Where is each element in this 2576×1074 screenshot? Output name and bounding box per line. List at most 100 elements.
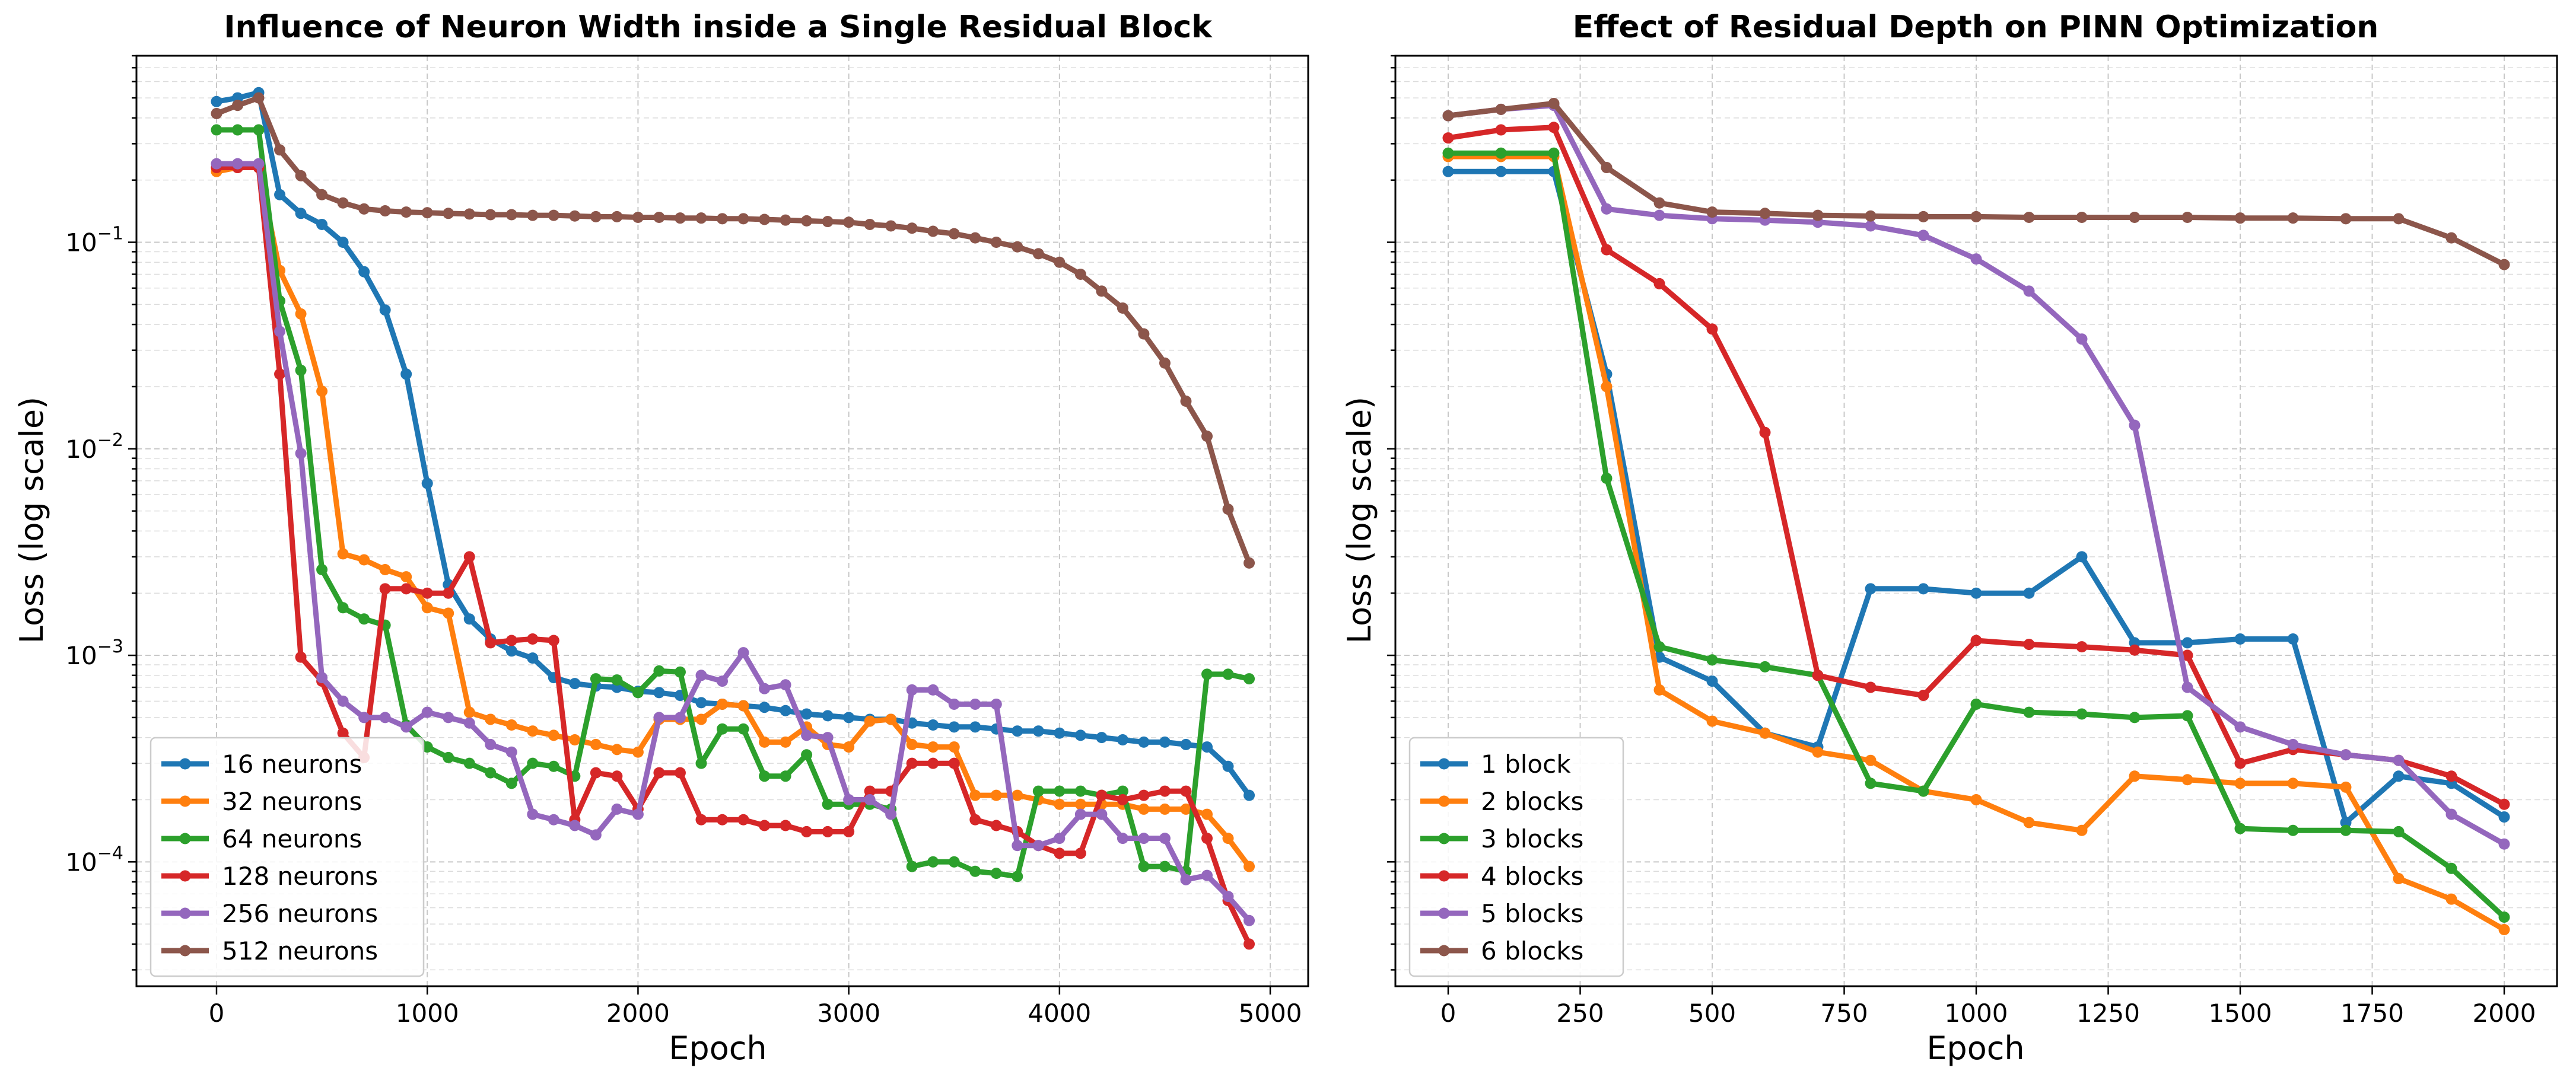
x-tick-label: 3000	[817, 999, 880, 1028]
data-point	[316, 385, 328, 397]
data-point	[1917, 211, 1929, 222]
data-point	[2393, 873, 2405, 885]
legend-swatch-marker	[179, 945, 191, 957]
data-point	[1653, 209, 1665, 221]
data-point	[2234, 757, 2246, 769]
data-point	[295, 364, 307, 376]
data-point	[948, 856, 960, 868]
data-point	[1117, 302, 1128, 314]
data-point	[1759, 661, 1771, 673]
data-point	[1601, 381, 1613, 393]
data-point	[759, 770, 771, 782]
data-point	[2234, 721, 2246, 733]
data-point	[1054, 256, 1066, 268]
data-point	[2340, 824, 2352, 836]
data-point	[2023, 817, 2035, 828]
data-point	[1222, 668, 1234, 680]
data-point	[1138, 833, 1150, 844]
data-point	[2445, 893, 2457, 905]
data-point	[2181, 212, 2193, 224]
data-point	[2393, 213, 2405, 225]
data-point	[843, 826, 855, 837]
data-point	[674, 712, 686, 724]
data-point	[1117, 785, 1128, 797]
data-point	[1222, 833, 1234, 844]
data-point	[864, 785, 876, 797]
data-point	[780, 770, 791, 782]
data-point	[906, 861, 918, 872]
data-point	[948, 741, 960, 753]
data-point	[337, 197, 349, 209]
data-point	[653, 665, 665, 677]
data-point	[822, 826, 834, 837]
data-point	[674, 767, 686, 779]
data-point	[1096, 789, 1108, 801]
data-point	[611, 674, 623, 686]
data-point	[2023, 706, 2035, 718]
data-point	[1865, 754, 1877, 766]
data-point	[379, 583, 391, 595]
data-point	[421, 207, 433, 219]
data-point	[2393, 826, 2405, 837]
data-point	[1812, 670, 1824, 681]
legend-swatch-marker	[1438, 907, 1450, 919]
data-point	[843, 741, 855, 753]
data-point	[990, 237, 1002, 248]
data-point	[843, 793, 855, 805]
data-point	[1244, 673, 1255, 685]
data-point	[1759, 426, 1771, 438]
y-tick-base: 10	[65, 228, 97, 257]
data-point	[1096, 808, 1108, 820]
data-point	[674, 666, 686, 678]
data-point	[316, 218, 328, 230]
data-point	[948, 721, 960, 733]
data-point	[822, 798, 834, 810]
y-tick-base: 10	[65, 641, 97, 670]
data-point	[505, 635, 517, 646]
data-point	[548, 635, 559, 646]
data-point	[505, 746, 517, 758]
data-point	[906, 222, 918, 234]
data-point	[2287, 824, 2299, 836]
data-point	[695, 670, 707, 681]
data-point	[463, 208, 475, 220]
data-point	[1180, 874, 1192, 885]
data-point	[590, 673, 602, 685]
data-point	[463, 551, 475, 563]
data-point	[1442, 165, 1454, 177]
data-point	[1074, 268, 1086, 280]
data-point	[1970, 793, 1982, 805]
data-point	[316, 672, 328, 684]
data-point	[717, 698, 728, 710]
data-point	[1180, 785, 1192, 797]
data-point	[1054, 833, 1066, 844]
y-tick-label: 10−2	[65, 430, 123, 464]
x-tick-label: 2000	[2473, 999, 2536, 1028]
data-point	[737, 213, 749, 225]
data-point	[2023, 587, 2035, 599]
data-point	[274, 368, 286, 380]
axes: 0 250 500 750 1000 1250 1500 1750 2000	[1387, 55, 2558, 1028]
data-point	[653, 212, 665, 224]
data-point	[2129, 212, 2141, 224]
data-point	[485, 767, 497, 779]
data-point	[1138, 861, 1150, 872]
data-point	[1096, 732, 1108, 744]
data-point	[1865, 681, 1877, 693]
data-point	[527, 808, 539, 820]
data-point	[695, 713, 707, 725]
data-point	[1917, 583, 1929, 595]
data-point	[737, 723, 749, 735]
data-point	[2234, 823, 2246, 834]
data-point	[505, 777, 517, 789]
data-point	[232, 124, 244, 136]
legend-swatch-marker	[1438, 795, 1450, 807]
series-lines	[1442, 97, 2510, 936]
data-point	[2076, 212, 2088, 224]
data-point	[948, 228, 960, 240]
data-point	[990, 698, 1002, 710]
data-point	[211, 124, 222, 136]
data-point	[400, 206, 412, 218]
data-point	[590, 738, 602, 750]
data-point	[1244, 914, 1255, 926]
